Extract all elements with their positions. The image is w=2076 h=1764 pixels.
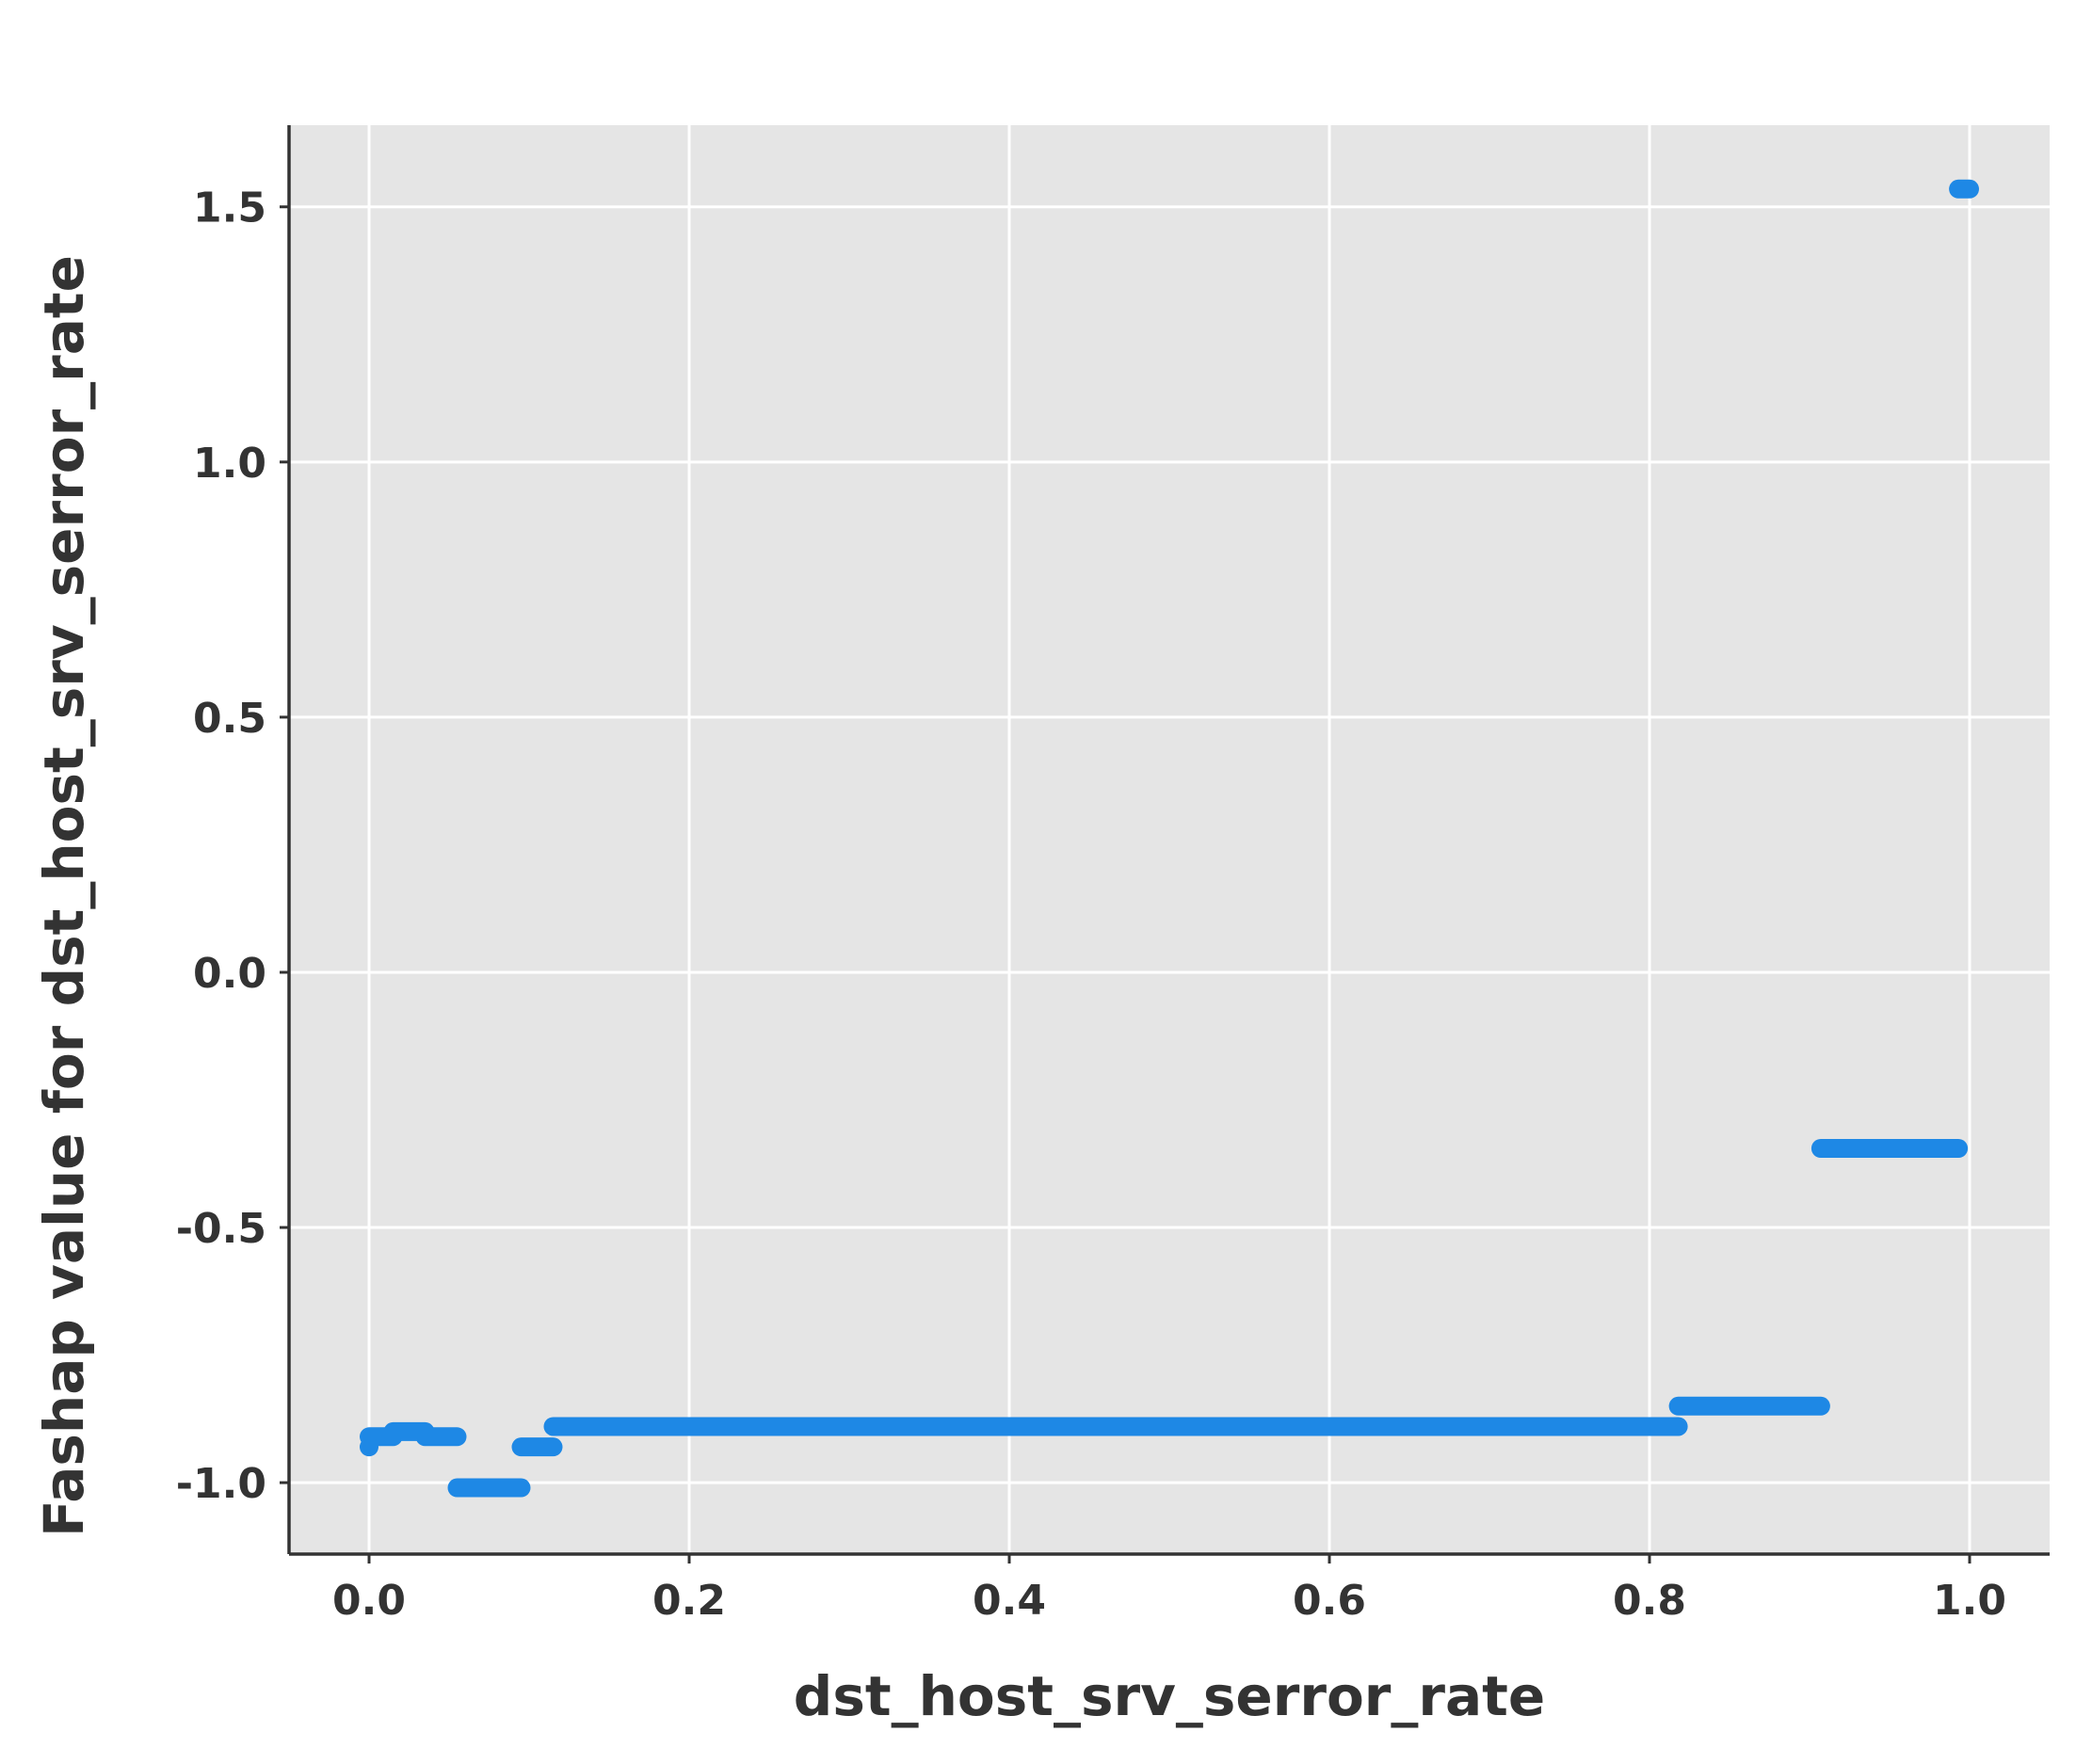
data-points xyxy=(360,179,1979,1498)
x-tick-label: 0.6 xyxy=(1293,1577,1366,1625)
x-tick-label: 0.4 xyxy=(973,1577,1046,1625)
y-tick-label: 1.5 xyxy=(193,184,266,233)
x-ticks: 0.0 0.2 0.4 0.6 0.8 1.0 xyxy=(332,1554,2006,1625)
x-tick-label: 0.2 xyxy=(652,1577,726,1625)
x-axis-title: dst_host_srv_serror_rate xyxy=(794,1664,1545,1728)
y-tick-label: 0.5 xyxy=(193,695,266,743)
x-tick-label: 0.0 xyxy=(332,1577,406,1625)
y-tick-label: -1.0 xyxy=(176,1460,266,1508)
x-tick-label: 1.0 xyxy=(1933,1577,2006,1625)
y-tick-label: -0.5 xyxy=(176,1205,266,1253)
y-tick-label: 1.0 xyxy=(193,440,266,488)
x-tick-label: 0.8 xyxy=(1613,1577,1686,1625)
y-axis-title: Fashap value for dst_host_srv_serror_rat… xyxy=(32,255,96,1537)
plot-background xyxy=(289,125,2050,1554)
grid-lines xyxy=(289,125,2050,1554)
y-ticks: -1.0 -0.5 0.0 0.5 1.0 1.5 xyxy=(176,184,289,1508)
y-tick-label: 0.0 xyxy=(193,950,266,998)
